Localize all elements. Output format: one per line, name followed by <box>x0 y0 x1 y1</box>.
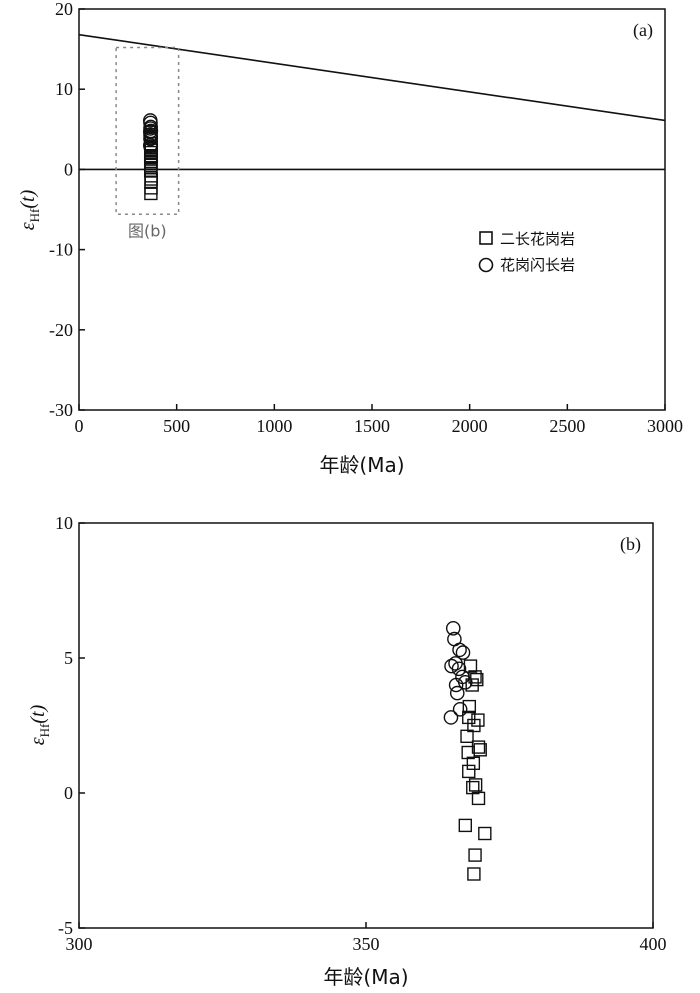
x-tick-label: 300 <box>66 934 93 954</box>
panel-a-inset-label: 图(b) <box>128 221 167 240</box>
x-tick-label: 400 <box>640 934 667 954</box>
panel-b-y-title-sub: Hf <box>37 723 52 737</box>
panel-a-label: (a) <box>633 20 653 41</box>
x-tick-label: 1500 <box>354 416 390 436</box>
square-point <box>144 172 158 186</box>
square-point <box>462 710 476 725</box>
panel-a-frame <box>78 8 666 411</box>
panel-b-ticks: 300 350 400 10 5 0 -5 <box>55 513 667 954</box>
panel-a-y-title-tail: (t) <box>17 189 39 208</box>
x-tick-label: 3000 <box>647 416 683 436</box>
x-tick-label: 500 <box>163 416 190 436</box>
x-tick-label: 2500 <box>549 416 585 436</box>
panel-a-x-axis-title: 年龄(Ma) <box>319 453 404 477</box>
y-tick-label: 0 <box>64 783 73 803</box>
panel-a-legend: 二长花岗岩 花岗闪长岩 <box>478 230 575 274</box>
x-tick-label: 1000 <box>256 416 292 436</box>
panel-a-inset-box <box>115 46 180 216</box>
y-tick-label: -5 <box>58 918 73 938</box>
x-tick-label: 2000 <box>452 416 488 436</box>
panel-b-label: (b) <box>620 534 641 555</box>
y-tick-label: 0 <box>64 159 73 179</box>
y-tick-label: 10 <box>55 513 73 533</box>
circle-point <box>452 702 468 717</box>
square-point <box>461 745 475 760</box>
y-tick-label: 10 <box>55 79 73 99</box>
square-point <box>467 718 481 733</box>
circle-point <box>143 115 158 131</box>
square-point <box>143 164 158 178</box>
square-point <box>478 826 492 841</box>
circle-point <box>448 677 464 693</box>
legend-circle-label: 花岗闪长岩 <box>500 256 575 274</box>
square-point <box>466 756 481 770</box>
square-point <box>462 699 477 714</box>
circle-point <box>143 139 158 155</box>
circle-point <box>445 621 461 636</box>
reference-line <box>78 33 666 122</box>
square-point <box>468 778 483 792</box>
circle-point <box>451 661 467 677</box>
x-tick-label: 0 <box>75 416 84 436</box>
circle-point <box>444 658 459 674</box>
y-tick-label: 20 <box>55 0 73 19</box>
x-tick-label: 350 <box>353 934 380 954</box>
y-tick-label: -10 <box>49 240 73 260</box>
panel-b-y-title-tail: (t) <box>27 704 49 723</box>
square-point <box>462 764 476 779</box>
square-point <box>468 848 482 862</box>
panel-b-chart: 300 350 400 10 5 0 -5 (b) 年龄(Ma) εHf(t) <box>27 513 667 989</box>
circle-point <box>449 685 465 701</box>
legend-square-marker <box>479 231 493 245</box>
panel-b-points <box>443 621 492 881</box>
square-point <box>460 729 474 743</box>
circle-point <box>143 131 158 147</box>
panel-a-ticks: 0 500 1000 1500 2000 2500 3000 20 10 0 -10 -20 -30 <box>49 0 683 436</box>
panel-a-reference-lines <box>78 33 666 171</box>
panel-b-y-title-main: ε <box>27 737 49 745</box>
circle-point <box>458 675 473 690</box>
panel-b-x-axis-title: 年龄(Ma) <box>323 965 408 989</box>
square-point <box>458 818 473 833</box>
circle-point <box>455 645 471 660</box>
panel-a-y-axis-title: εHf(t) <box>17 189 42 230</box>
y-tick-label: -20 <box>49 320 73 340</box>
panel-b-y-axis-title: εHf(t) <box>27 704 52 745</box>
square-point <box>144 186 158 201</box>
circle-point <box>452 642 467 658</box>
panel-a-chart: 图(b) 0 500 1000 1500 2000 2500 3000 20 10 0 -10 -20… <box>17 0 683 477</box>
legend-circle-marker <box>478 257 494 273</box>
panel-a-y-title-sub: Hf <box>27 208 42 222</box>
square-point <box>471 791 486 806</box>
y-tick-label: -30 <box>49 400 73 420</box>
y-tick-label: 5 <box>64 648 73 668</box>
square-point <box>467 867 481 881</box>
legend-square-label: 二长花岗岩 <box>500 230 575 248</box>
panel-a-y-title-main: ε <box>17 222 39 230</box>
circle-point <box>443 710 459 725</box>
panel-a-points <box>142 113 159 201</box>
panel-b-frame <box>78 522 654 929</box>
